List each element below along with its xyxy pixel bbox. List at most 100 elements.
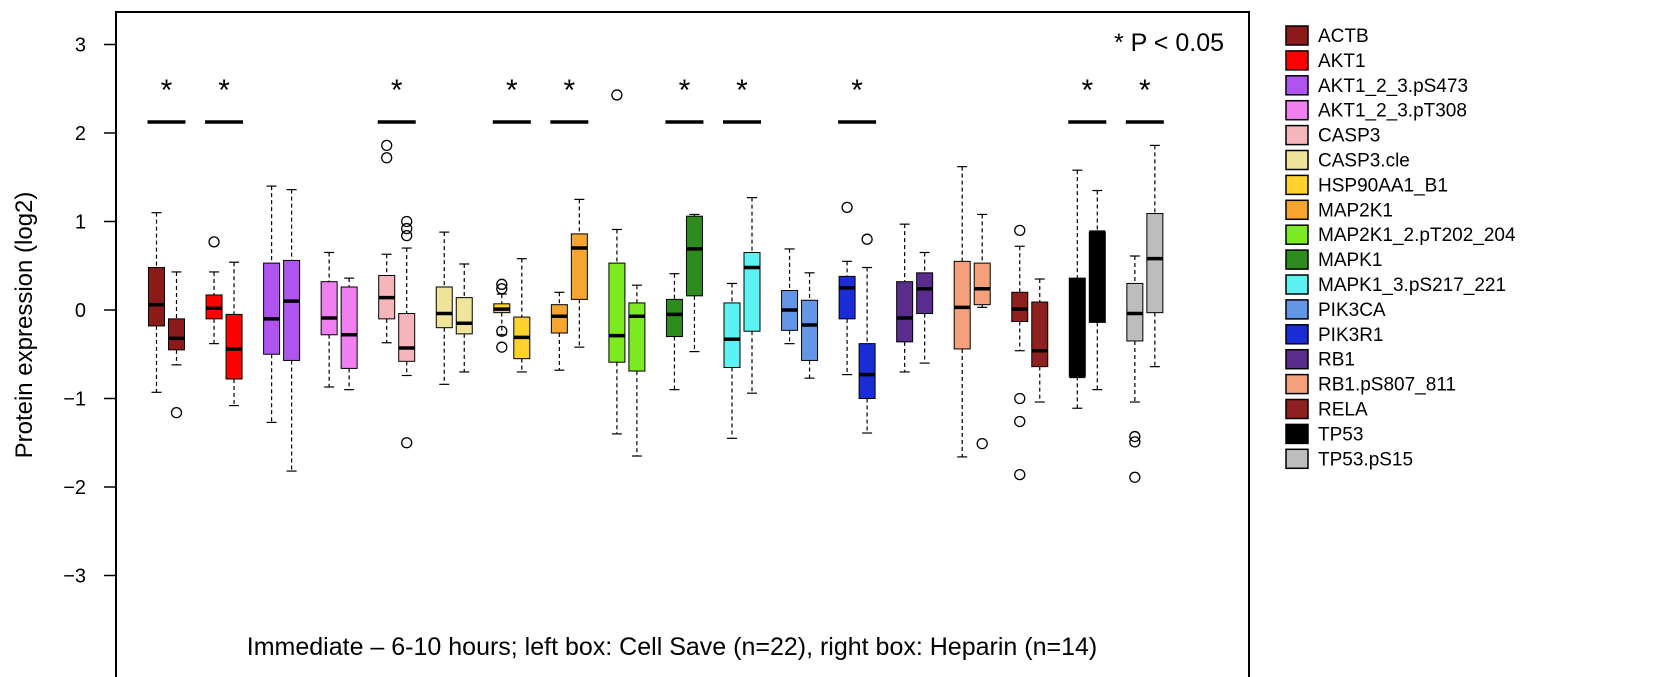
- box-AKT1_2_3.pT308-cell-save: [320, 251, 338, 388]
- legend-swatch: [1285, 149, 1309, 171]
- legend-swatch: [1285, 199, 1309, 221]
- outlier-point: [401, 437, 413, 449]
- legend-swatch: [1285, 348, 1309, 370]
- outlier-point: [381, 139, 393, 152]
- box-group: [148, 89, 1164, 483]
- box: [723, 302, 741, 369]
- box-ACTB-heparin: [168, 271, 185, 419]
- box-HSP90AA1_B1-heparin: [513, 258, 531, 373]
- box-CASP3.cle-heparin: [455, 263, 473, 373]
- box: [1068, 277, 1086, 377]
- outlier-point: [1129, 436, 1141, 448]
- box-RELA-cell-save: [1011, 224, 1029, 481]
- box-RB1.pS807_811-heparin: [973, 213, 991, 450]
- box: [743, 251, 761, 332]
- y-axis-title: Protein expression (log2): [11, 192, 38, 459]
- box-PIK3R1-cell-save: [838, 201, 856, 376]
- outlier-point: [401, 230, 413, 242]
- box: [685, 215, 703, 297]
- box: [801, 299, 819, 361]
- legend-label: RB1: [1318, 350, 1355, 371]
- box: [953, 260, 971, 350]
- legend-swatch: [1285, 423, 1309, 445]
- legend-label: CASP3.cle: [1318, 151, 1410, 172]
- box-TP53.pS15-heparin: [1146, 144, 1164, 368]
- box-MAP2K1-cell-save: [550, 291, 568, 371]
- outlier-point: [170, 407, 183, 419]
- box-PIK3CA-cell-save: [781, 248, 799, 345]
- box: [340, 286, 358, 369]
- legend-swatch: [1285, 174, 1309, 196]
- legend-swatch: [1285, 373, 1309, 395]
- box: [570, 233, 588, 300]
- legend-swatch: [1285, 25, 1309, 46]
- box: [1146, 213, 1164, 314]
- box-PIK3CA-heparin: [801, 272, 819, 379]
- y-tick-label: 0: [75, 300, 86, 322]
- significance-star: *: [851, 74, 863, 107]
- box: [838, 275, 856, 320]
- legend-label: PIK3R1: [1318, 325, 1383, 346]
- box-RB1-heparin: [916, 251, 934, 364]
- box-AKT1-cell-save: [205, 236, 223, 345]
- box-MAP2K1_2.pT202_204-cell-save: [608, 89, 626, 435]
- outlier-point: [861, 233, 873, 245]
- y-tick-label: −1: [63, 389, 86, 411]
- significance-star: *: [1081, 74, 1093, 107]
- box-CASP3-cell-save: [378, 139, 396, 344]
- box-TP53-heparin: [1088, 189, 1106, 391]
- outlier-point: [496, 341, 508, 353]
- significance-star: *: [161, 74, 173, 107]
- legend-label: AKT1_2_3.pT308: [1318, 101, 1467, 122]
- y-tick-label: −3: [63, 566, 86, 588]
- box: [1011, 291, 1029, 323]
- legend-label: AKT1: [1318, 51, 1366, 72]
- box-CASP3-heparin: [398, 215, 416, 449]
- box-AKT1_2_3.pS473-heparin: [283, 189, 301, 472]
- box-TP53-cell-save: [1068, 169, 1086, 409]
- box-HSP90AA1_B1-cell-save: [493, 278, 511, 353]
- box-MAP2K1-heparin: [570, 198, 588, 348]
- significance-star: *: [736, 74, 748, 107]
- legend-label: TP53: [1318, 424, 1363, 445]
- outlier-point: [1014, 415, 1026, 428]
- y-axis: −3 −2 −1 0 1 2 3: [63, 35, 117, 588]
- legend-label: ACTB: [1318, 26, 1369, 47]
- box: [263, 262, 281, 355]
- legend-swatch: [1285, 224, 1309, 245]
- legend-swatch: [1285, 299, 1309, 320]
- significance-markers: * * * * * * * * * *: [147, 74, 1164, 124]
- outlier-point: [401, 222, 413, 235]
- box-ACTB-cell-save: [148, 212, 165, 393]
- box-MAPK1_3.pS217_221-cell-save: [723, 282, 741, 439]
- box: [608, 262, 626, 363]
- box: [225, 313, 243, 380]
- plot-frame: [115, 11, 1250, 677]
- box: [148, 267, 165, 327]
- outlier-point: [496, 278, 508, 290]
- box-MAPK1-heparin: [685, 213, 703, 353]
- box-MAPK1_3.pS217_221-heparin: [743, 197, 761, 394]
- outlier-point: [1014, 468, 1026, 481]
- box: [455, 297, 473, 335]
- box: [550, 304, 568, 334]
- box: [1031, 301, 1049, 368]
- outlier-point: [381, 152, 393, 164]
- box: [1088, 231, 1106, 323]
- legend-swatch: [1285, 99, 1309, 121]
- caption: Immediate – 6-10 hours; left box: Cell S…: [247, 633, 1097, 661]
- legend-swatch: [1285, 274, 1309, 295]
- outlier-point: [1014, 224, 1026, 237]
- legend-swatch: [1285, 324, 1309, 345]
- box: [283, 259, 301, 361]
- legend-swatch: [1285, 124, 1309, 146]
- y-tick-label: 1: [75, 212, 86, 234]
- significance-star: *: [506, 74, 518, 107]
- significance-star: *: [391, 74, 403, 107]
- box-CASP3.cle-cell-save: [435, 231, 453, 385]
- legend-label: HSP90AA1_B1: [1318, 175, 1448, 196]
- outlier-point: [841, 201, 853, 213]
- box: [973, 262, 991, 306]
- box-RELA-heparin: [1031, 278, 1049, 403]
